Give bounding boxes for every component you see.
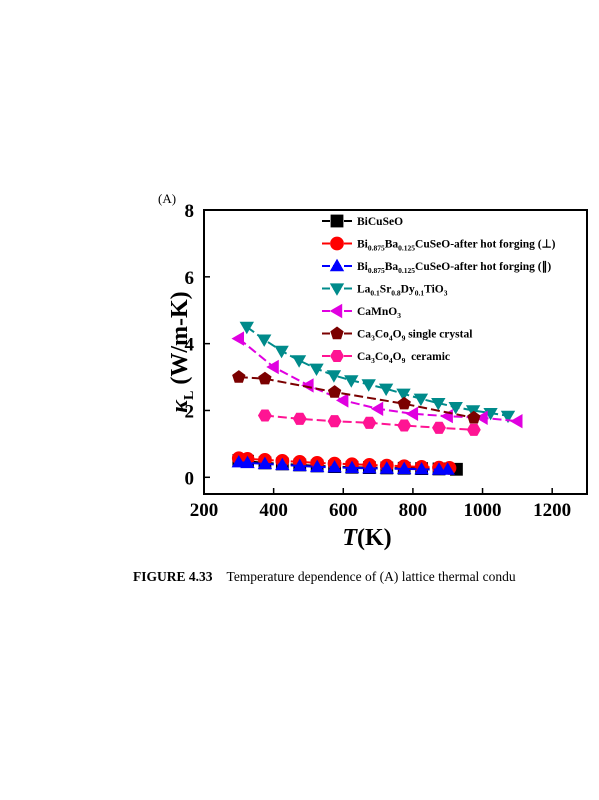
data-point <box>397 419 412 432</box>
x-tick-label: 1200 <box>533 500 571 521</box>
data-point <box>397 461 412 475</box>
series-layer <box>231 321 523 476</box>
data-point <box>257 334 272 347</box>
data-point <box>370 401 384 416</box>
x-tick-label: 800 <box>399 500 428 521</box>
data-point <box>397 396 411 410</box>
legend-item-5: CaMnO3 <box>322 303 401 320</box>
x-tick-label: 400 <box>259 500 288 521</box>
legend-marker <box>329 303 343 319</box>
data-point <box>310 459 325 473</box>
data-point <box>396 388 411 402</box>
legend-label: CaMnO3 <box>357 306 401 320</box>
legend-marker <box>330 326 344 340</box>
y-axis-label: κL (W/m-K) <box>167 291 197 412</box>
data-point <box>448 401 463 415</box>
data-point <box>232 370 246 383</box>
data-point <box>266 359 279 375</box>
caption-text: Temperature dependence of (A) lattice th… <box>226 569 516 584</box>
series-line <box>238 376 474 419</box>
legend-item-3: Bi0.875Ba0.125CuSeO-after hot forging (∥… <box>322 258 551 275</box>
data-point <box>440 462 455 475</box>
legend-marker <box>330 214 344 228</box>
legend-marker <box>329 258 345 272</box>
axis-ticks: 200 400 600 800 1000 1200 0 2 4 6 8 <box>185 201 572 521</box>
legend-marker <box>330 349 344 363</box>
legend: BiCuSeO Bi0.875Ba0.125CuSeO-after hot for… <box>322 214 556 365</box>
legend-item-6: Ca3Co4O9 single crystal <box>322 326 472 343</box>
legend-label: Ca3Co4O9 ceramic <box>357 351 450 365</box>
data-point <box>231 331 245 346</box>
legend-item-7: Ca3Co4O9 ceramic <box>322 349 450 365</box>
series-6 <box>232 370 481 424</box>
data-point <box>344 460 360 474</box>
legend-label: Bi0.875Ba0.125CuSeO-after hot forging (∥… <box>357 260 551 275</box>
data-point <box>379 461 394 474</box>
legend-item-2: Bi0.875Ba0.125CuSeO-after hot forging (⊥… <box>322 236 556 253</box>
data-point <box>431 397 446 411</box>
data-point <box>500 410 516 424</box>
legend-label: Bi0.875Ba0.125CuSeO-after hot forging (⊥… <box>357 239 556 253</box>
series-7 <box>257 409 481 436</box>
data-point <box>231 455 246 468</box>
legend-label: BiCuSeO <box>357 216 403 228</box>
x-tick-label: 200 <box>190 500 219 521</box>
x-axis-label: T(K) <box>342 525 391 551</box>
data-point <box>413 393 429 407</box>
panel-label: (A) <box>158 191 176 206</box>
data-point <box>405 406 419 421</box>
data-point <box>475 410 488 425</box>
data-point <box>344 375 359 388</box>
data-point <box>467 410 481 424</box>
y-tick-label: 6 <box>185 268 195 289</box>
chart-svg: (A) 200 400 600 800 1000 1200 0 2 4 6 8 BiCuSeO Bi0… <box>158 191 588 551</box>
data-point <box>292 412 307 425</box>
data-point <box>257 409 272 422</box>
y-tick-label: 0 <box>185 468 195 489</box>
data-point <box>309 363 324 376</box>
series-line <box>246 326 509 417</box>
y-tick-label: 2 <box>185 401 195 422</box>
data-point <box>362 416 377 429</box>
data-point <box>361 379 376 392</box>
data-point <box>431 462 447 475</box>
figure-caption: FIGURE 4.33 Temperature dependence of (A)… <box>133 569 516 585</box>
data-point <box>239 321 254 335</box>
legend-marker <box>330 236 344 251</box>
series-4 <box>239 321 516 424</box>
data-point <box>335 393 349 408</box>
caption-label: FIGURE 4.33 <box>133 569 213 584</box>
plot-frame <box>203 209 588 495</box>
data-point <box>291 355 307 368</box>
data-point <box>362 461 377 474</box>
data-point <box>275 457 290 471</box>
data-point <box>301 378 314 393</box>
legend-label: La0.1Sr0.8Dy0.1TiO3 <box>357 284 448 298</box>
data-point <box>274 345 289 359</box>
data-point <box>432 421 446 434</box>
data-point <box>292 458 307 472</box>
legend-marker <box>329 283 345 296</box>
series-3 <box>231 455 455 475</box>
x-tick-label: 600 <box>329 500 358 521</box>
data-point <box>510 414 523 429</box>
y-tick-label: 4 <box>185 335 195 356</box>
y-tick-label: 8 <box>185 201 195 222</box>
data-point <box>327 460 342 473</box>
x-tick-label: 1000 <box>464 500 502 521</box>
data-point <box>378 383 394 397</box>
data-point <box>327 385 342 398</box>
data-point <box>414 462 429 475</box>
legend-item-4: La0.1Sr0.8Dy0.1TiO3 <box>322 283 448 298</box>
legend-item-1: BiCuSeO <box>322 214 403 228</box>
data-point <box>240 455 255 469</box>
data-point <box>258 371 272 385</box>
data-point <box>257 456 273 470</box>
data-point <box>466 423 481 436</box>
series-5 <box>231 331 523 429</box>
data-point <box>326 370 342 383</box>
legend-label: Ca3Co4O9 single crystal <box>357 329 472 343</box>
data-point <box>327 415 342 428</box>
